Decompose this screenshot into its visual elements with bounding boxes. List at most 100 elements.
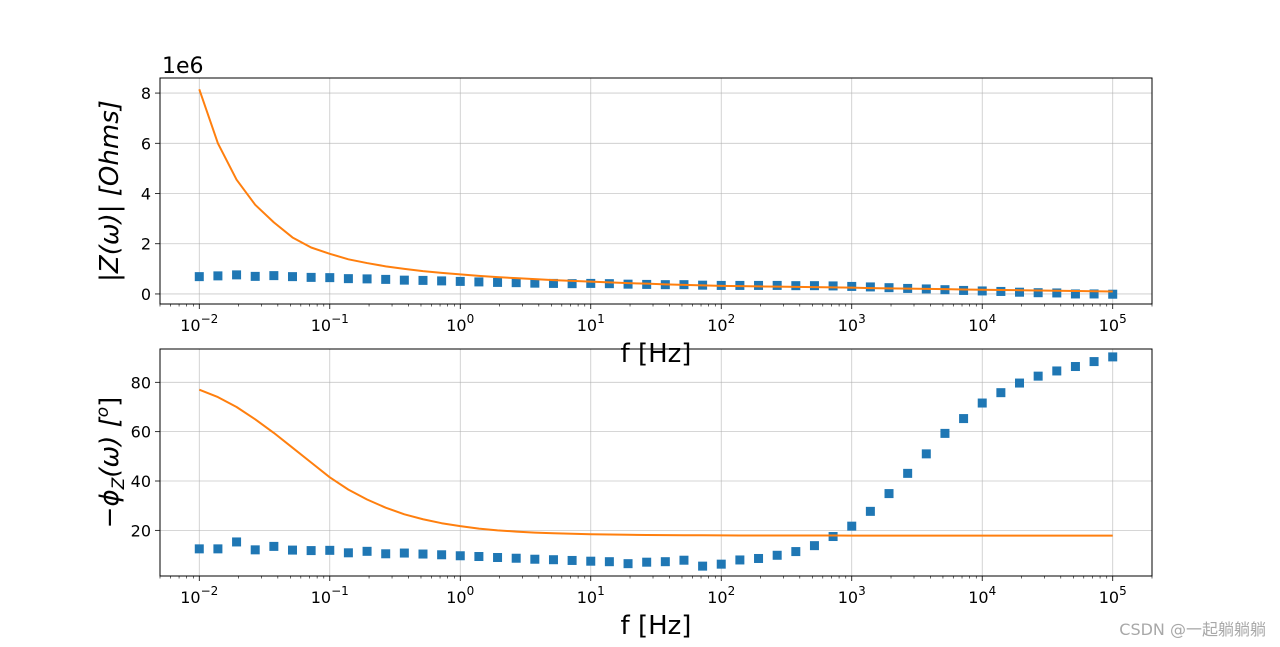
data-point-marker (996, 388, 1006, 398)
data-point-marker (287, 545, 297, 555)
data-point-marker (194, 544, 204, 554)
data-point-marker (381, 274, 391, 284)
data-point-marker (604, 279, 614, 289)
x-tick-label: 103 (838, 312, 866, 335)
data-point-marker (530, 554, 540, 564)
x-tick-label: 101 (577, 584, 605, 607)
x-axis-label: f [Hz] (621, 339, 692, 369)
data-point-marker (1015, 287, 1025, 297)
x-axis-label: f [Hz] (621, 611, 692, 641)
x-tick-label: 101 (577, 312, 605, 335)
data-point-marker (1070, 362, 1080, 372)
data-point-marker (250, 545, 260, 555)
data-point-marker (1052, 288, 1062, 298)
data-point-marker (362, 546, 372, 556)
x-tick-label: 102 (707, 584, 735, 607)
data-point-marker (437, 550, 447, 560)
data-point-marker (828, 281, 838, 291)
x-tick-label: 105 (1099, 312, 1127, 335)
data-point-marker (1089, 357, 1099, 367)
data-point-marker (232, 270, 242, 280)
data-point-marker (1052, 366, 1062, 376)
data-point-marker (847, 281, 857, 291)
axes-frame (159, 348, 1153, 577)
watermark: CSDN @一起躺躺躺 (1119, 620, 1266, 639)
data-point-marker (269, 541, 279, 551)
data-point-marker (977, 286, 987, 296)
data-point-marker (809, 541, 819, 551)
data-point-marker (959, 414, 969, 424)
y-tick-label: 20 (131, 521, 151, 540)
x-tick-label: 10−2 (180, 584, 218, 607)
data-point-marker (325, 273, 335, 283)
data-point-marker (399, 548, 409, 558)
data-point-marker (1015, 378, 1025, 388)
axes-frame (159, 77, 1153, 305)
impedance-magnitude-plot: 10−2 10−1 100 101 102 103 104 105 0 2 4 6 8 f [Hz] |Z(… (95, 54, 1153, 369)
data-point-marker (1070, 289, 1080, 299)
data-point-marker (455, 551, 465, 561)
data-point-marker (1089, 289, 1099, 299)
data-point-marker (586, 556, 596, 566)
data-point-marker (921, 449, 931, 459)
data-point-marker (884, 489, 894, 499)
data-point-marker (1033, 288, 1043, 298)
data-point-marker (287, 272, 297, 282)
data-point-marker (586, 278, 596, 288)
data-point-marker (604, 557, 614, 567)
data-point-marker (996, 286, 1006, 296)
data-point-marker (623, 559, 633, 569)
y-tick-label: 2 (141, 235, 151, 254)
x-tick-label: 103 (838, 584, 866, 607)
data-point-marker (642, 557, 652, 567)
x-tick-label: 100 (446, 584, 474, 607)
data-point-marker (511, 278, 521, 288)
data-point-marker (362, 274, 372, 284)
data-point-marker (865, 282, 875, 292)
data-point-marker (511, 553, 521, 563)
x-tick-label: 10−2 (180, 312, 218, 335)
data-point-marker (791, 281, 801, 291)
data-point-marker (940, 428, 950, 438)
x-tick-label: 102 (707, 312, 735, 335)
data-point-marker (418, 549, 428, 559)
data-point-marker (977, 398, 987, 408)
data-point-marker (903, 468, 913, 478)
y-tick-label: 60 (131, 423, 151, 442)
data-point-marker (772, 550, 782, 560)
impedance-phase-plot: 10−2 10−1 100 101 102 103 104 105 20 40 60 80 f [Hz]… (93, 348, 1153, 641)
y-tick-label: 4 (141, 185, 151, 204)
data-point-marker (809, 281, 819, 291)
data-point-marker (1108, 289, 1118, 299)
data-point-marker (698, 561, 708, 571)
data-point-marker (213, 271, 223, 281)
data-point-marker (1033, 371, 1043, 381)
y-tick-label: 6 (141, 134, 151, 153)
data-point-marker (306, 546, 316, 556)
data-point-marker (306, 272, 316, 282)
x-tick-label: 10−1 (311, 584, 349, 607)
y-tick-label: 40 (131, 472, 151, 491)
data-point-marker (679, 555, 689, 565)
data-point-marker (343, 274, 353, 284)
data-point-marker (716, 559, 726, 569)
data-point-marker (250, 271, 260, 281)
data-point-marker (754, 280, 764, 290)
data-point-marker (213, 544, 223, 554)
data-point-marker (194, 272, 204, 282)
data-point-marker (567, 279, 577, 289)
data-point-marker (381, 549, 391, 559)
data-point-marker (232, 537, 242, 547)
data-point-marker (455, 276, 465, 286)
data-point-marker (1108, 352, 1118, 362)
data-point-marker (418, 275, 428, 285)
data-point-marker (567, 555, 577, 565)
data-point-marker (474, 277, 484, 287)
data-point-marker (493, 277, 503, 287)
model-curve-line (198, 388, 1113, 537)
x-tick-label: 10−1 (311, 312, 349, 335)
data-point-marker (548, 278, 558, 288)
data-point-marker (474, 552, 484, 562)
data-point-marker (325, 545, 335, 555)
